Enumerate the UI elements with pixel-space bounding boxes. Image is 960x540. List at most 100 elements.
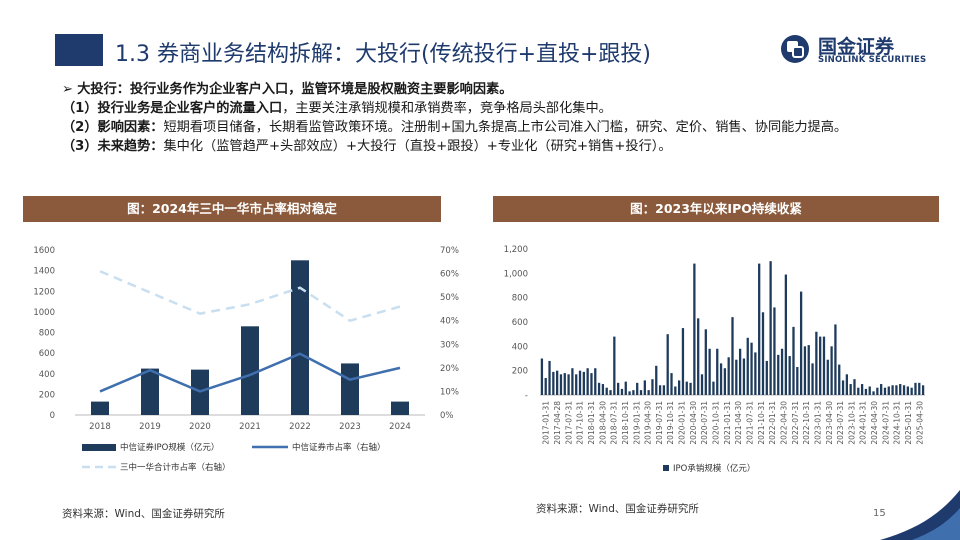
- x-tick-label: 2020: [189, 422, 211, 432]
- legend-swatch-bar: [82, 444, 116, 451]
- x-tick-label: 2022: [289, 422, 311, 432]
- bar: [834, 324, 837, 395]
- bar: [628, 391, 631, 395]
- x-tick-label: 2021-10-31: [757, 401, 766, 445]
- bullet-text: ，主要关注承销规模和承销费率，竞争格局头部化集中。: [282, 101, 612, 116]
- bar: [613, 336, 616, 395]
- x-tick-label: 2020-04-30: [689, 401, 698, 445]
- bar: [605, 387, 608, 395]
- y2-tick-label: 30%: [440, 340, 459, 350]
- bar: [918, 382, 921, 395]
- x-tick-label: 2019-10-31: [666, 401, 675, 445]
- x-tick-label: 2021-01-31: [723, 401, 732, 445]
- legend-swatch-bar: [663, 465, 669, 471]
- y-tick-label: 600: [39, 349, 55, 359]
- y-tick-label: 200: [39, 390, 55, 400]
- bar: [681, 328, 685, 395]
- logo-en-text: SINOLINK SECURITIES: [818, 55, 927, 65]
- x-tick-label: 2023-01-31: [813, 401, 822, 445]
- bullet-line: （1）投行业务是企业客户的流量入口，主要关注承销规模和承销费率，竞争格局头部化集…: [62, 99, 892, 118]
- x-tick-label: 2017-10-31: [576, 401, 585, 445]
- x-tick-label: 2025-01-31: [904, 401, 913, 445]
- y-tick-label: 1,000: [504, 269, 528, 279]
- x-tick-label: 2018-01-31: [587, 401, 596, 445]
- bar: [902, 385, 906, 395]
- bar: [769, 261, 772, 395]
- bar: [899, 384, 902, 395]
- y-tick-label: 400: [39, 370, 55, 380]
- bar: [883, 387, 887, 395]
- y2-tick-label: 0%: [440, 411, 454, 421]
- market-share-chart: 0 200 400 600 800 1000 1200 1400 1600 0% 10% 20% 30%…: [33, 246, 459, 473]
- x-tick-label: 2022-07-31: [791, 401, 800, 445]
- bar: [689, 382, 692, 395]
- bar: [830, 346, 833, 395]
- x-tick-label: 2019-07-31: [655, 401, 664, 445]
- bar: [704, 329, 707, 395]
- x-tick-label: 2021-07-31: [745, 401, 754, 445]
- bar: [731, 317, 734, 395]
- bar: [876, 387, 879, 395]
- bar: [864, 388, 868, 395]
- y2-tick-label: 70%: [440, 246, 459, 256]
- ipo-underwriting-chart: - 200 400 600 800 1,000 1,200 2017-01-31 2017-04…: [504, 245, 925, 474]
- bar: [647, 390, 650, 395]
- bar: [708, 348, 711, 395]
- bar: [639, 390, 643, 395]
- x-tick-label: 2020-01-31: [678, 401, 687, 445]
- bullet-list: ➢ 大投行：投行业务作为企业客户入口，监管环境是股权融资主要影响因素。 （1）投…: [62, 80, 892, 156]
- bullet-line: （2）影响因素：短期看项目储备，长期看监管政策环境。注册制+国九条提高上市公司准…: [62, 118, 892, 137]
- bar: [578, 370, 582, 395]
- bar: [391, 401, 409, 415]
- bar: [880, 384, 883, 395]
- x-tick-label: 2021: [239, 422, 261, 432]
- y-tick-label: 200: [512, 367, 528, 377]
- bar: [655, 365, 658, 395]
- bar: [819, 336, 822, 395]
- bar: [241, 326, 259, 415]
- right-chart-title: 图：2023年以来IPO持续收紧: [493, 196, 939, 222]
- y2-tick-label: 60%: [440, 270, 459, 280]
- y-tick-label: 1000: [33, 308, 55, 318]
- bar: [651, 379, 654, 395]
- sinolink-logo-icon: [781, 35, 809, 63]
- y-tick-label: 1400: [33, 267, 55, 277]
- bar: [575, 374, 578, 395]
- bar: [567, 374, 570, 395]
- bar: [815, 331, 818, 395]
- x-tick-label: 2017-01-31: [542, 401, 551, 445]
- bar: [556, 370, 559, 395]
- bar: [727, 357, 730, 395]
- bar: [685, 381, 688, 395]
- bar: [891, 385, 894, 395]
- bar: [761, 312, 765, 395]
- bar: [141, 368, 159, 415]
- bar: [632, 390, 635, 395]
- series-line-citic-share: [99, 352, 401, 393]
- bullet-line: ➢ 大投行：投行业务作为企业客户入口，监管环境是股权融资主要影响因素。: [62, 80, 892, 99]
- bar: [594, 368, 597, 395]
- bar: [597, 382, 601, 395]
- source-note-right: 资料来源：Wind、国金证券研究所: [536, 503, 699, 515]
- bar: [803, 346, 807, 395]
- x-tick-label: 2020-07-31: [700, 401, 709, 445]
- bullet-bold: （1）投行业务是企业客户的流量入口: [62, 101, 283, 116]
- bullet-text: 集中化（监管趋严+头部效应）+大投行（直投+跟投）+专业化（研究+销售+投行）。: [163, 139, 672, 154]
- bar: [544, 377, 547, 395]
- x-tick-label: 2018-07-31: [610, 401, 619, 445]
- source-note-left: 资料来源：Wind、国金证券研究所: [62, 508, 225, 520]
- bar: [826, 359, 829, 395]
- title-accent-bar: [55, 34, 103, 66]
- bar: [849, 384, 852, 395]
- bar: [895, 385, 898, 395]
- bar: [601, 384, 605, 395]
- x-tick-label: 2022-01-31: [768, 401, 777, 445]
- x-tick-label: 2022-10-31: [802, 401, 811, 445]
- x-tick-label: 2018-10-31: [621, 401, 630, 445]
- bar: [742, 358, 746, 395]
- bullet-marker: ➢: [62, 82, 78, 97]
- bar: [697, 318, 700, 395]
- bar: [822, 336, 826, 395]
- bar: [670, 373, 673, 395]
- bar: [617, 382, 620, 395]
